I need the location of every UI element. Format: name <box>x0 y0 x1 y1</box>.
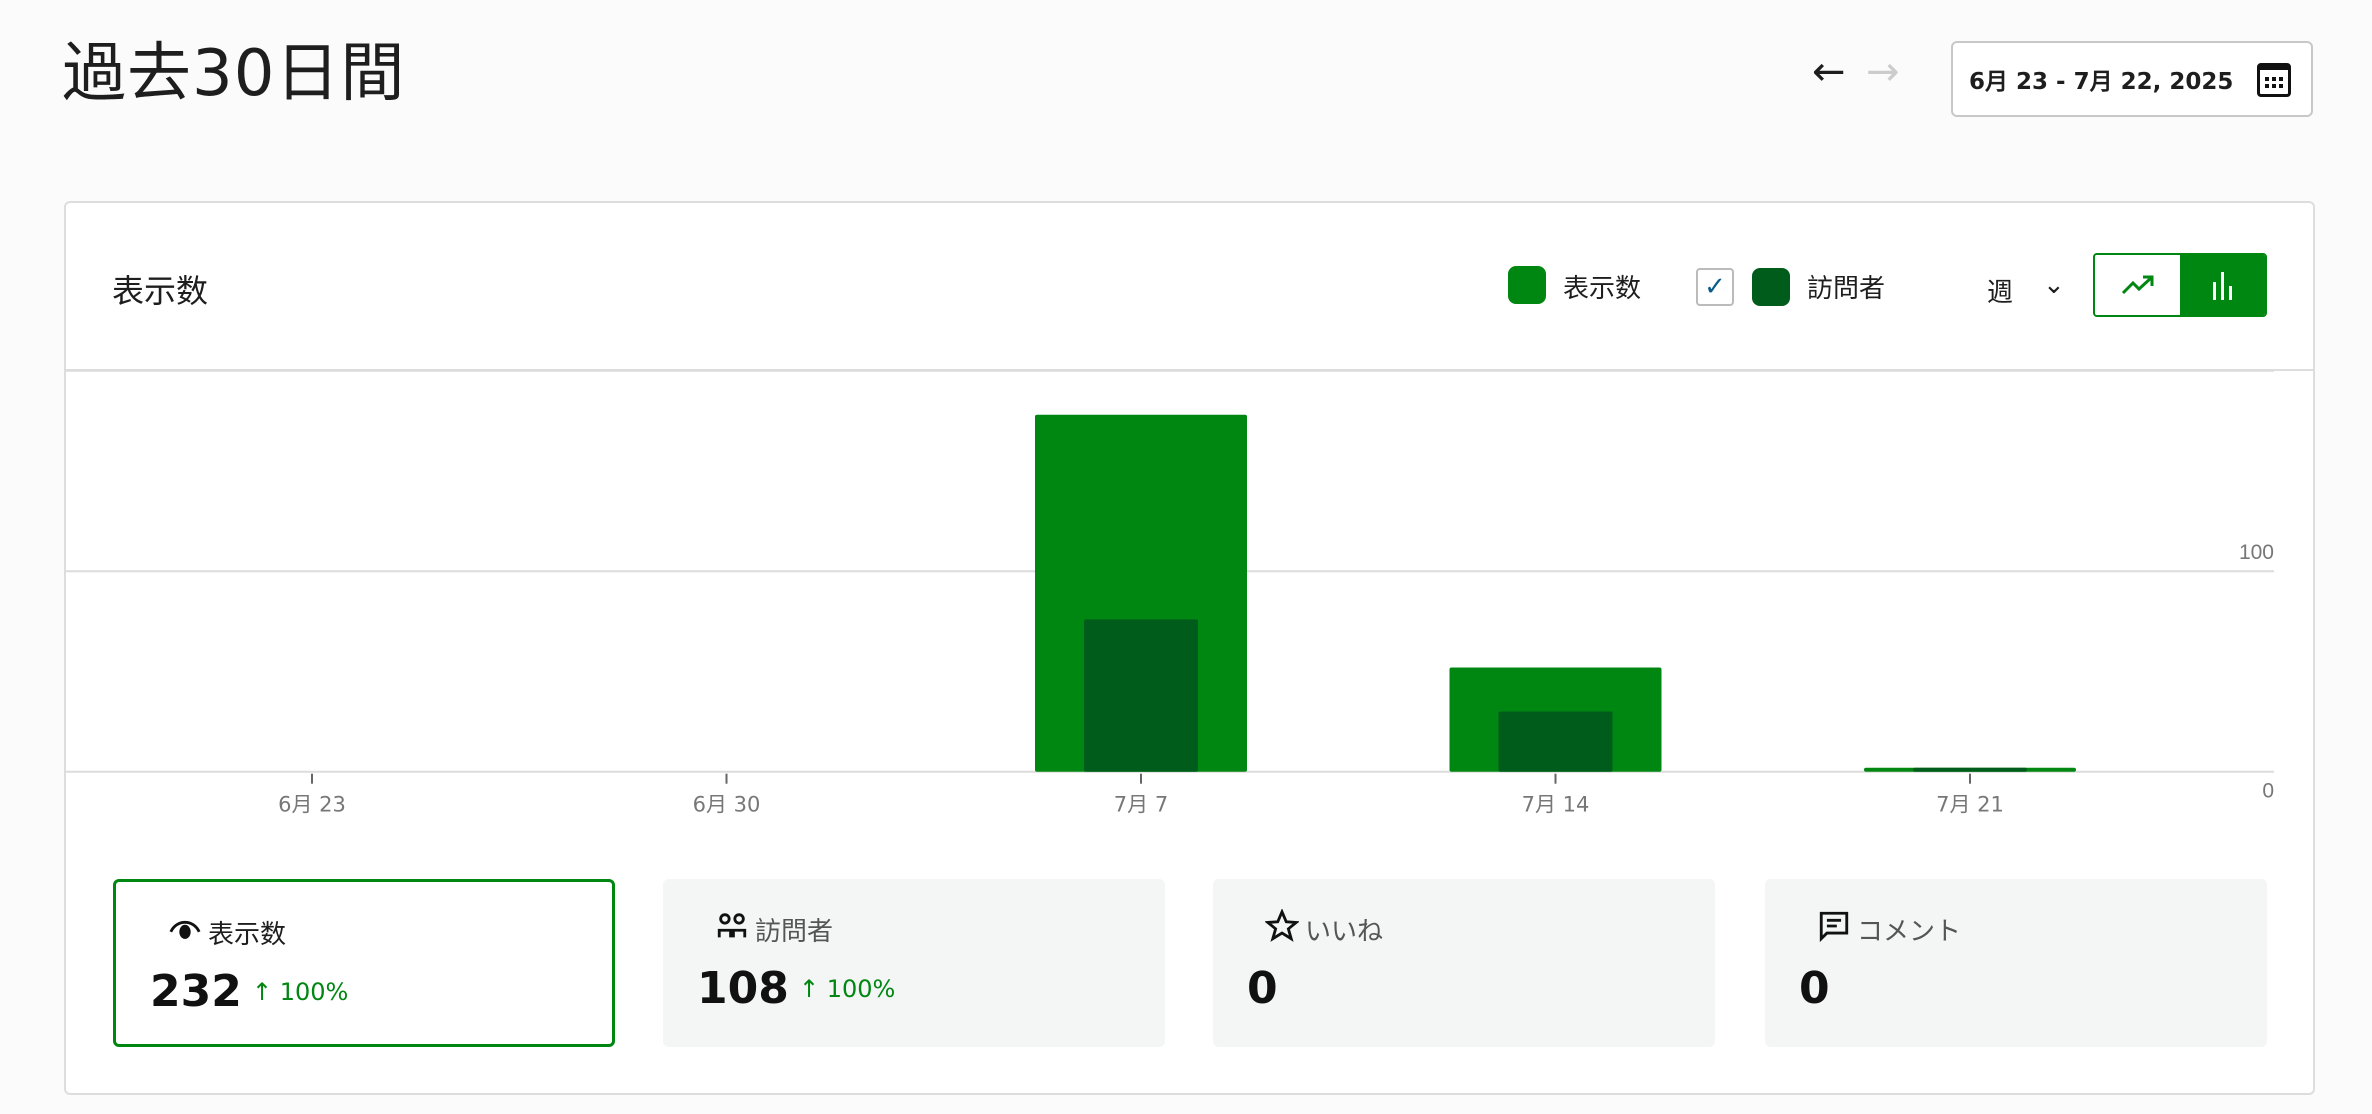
stat-comments[interactable]: コメント 0 <box>1765 879 2267 1047</box>
card-title: 表示数 <box>112 272 209 310</box>
stat-visitors[interactable]: 訪問者 108 ↑ 100% <box>663 879 1165 1047</box>
stat-views[interactable]: 表示数 232 ↑ 100% <box>113 879 615 1047</box>
legend-label-views: 表示数 <box>1563 274 1642 304</box>
y-tick-label: 0 <box>2262 780 2274 803</box>
bar-visitors <box>1498 711 1613 772</box>
arrow-left-icon[interactable]: ← <box>1812 49 1846 95</box>
arrow-right-icon: → <box>1866 49 1900 95</box>
visitors-checkbox[interactable]: ✓ <box>1696 268 1734 306</box>
calendar-icon <box>2257 63 2291 97</box>
stat-value: 108 <box>697 963 789 1014</box>
stat-change: ↑ 100% <box>252 978 349 1006</box>
x-tick-label: 6月 30 <box>693 793 761 817</box>
y-tick-label: 100 <box>2239 541 2274 564</box>
bar-visitors <box>1913 767 2027 772</box>
eye-icon <box>169 920 201 939</box>
x-tick-label: 6月 23 <box>278 793 346 817</box>
stat-label: コメント <box>1857 917 1962 947</box>
legend-label-visitors[interactable]: 訪問者 <box>1807 274 1886 304</box>
stat-value: 232 <box>150 966 242 1017</box>
date-range-button[interactable]: 6月 23 - 7月 22, 2025 <box>1951 41 2313 117</box>
x-tick-label: 7月 21 <box>1936 793 2004 817</box>
stat-label: 表示数 <box>208 920 287 950</box>
stat-label: 訪問者 <box>755 917 834 947</box>
line-chart-button[interactable] <box>2095 255 2180 315</box>
period-select[interactable]: 週 <box>1987 278 2014 308</box>
x-tick-label: 7月 14 <box>1522 793 1590 817</box>
stat-value: 0 <box>1247 963 1278 1014</box>
legend-swatch-visitors <box>1752 268 1790 306</box>
stat-label: いいね <box>1305 917 1384 947</box>
x-tick-label: 7月 7 <box>1114 793 1168 817</box>
trending-up-icon <box>2121 275 2153 295</box>
stat-likes[interactable]: いいね 0 <box>1213 879 1715 1047</box>
legend-swatch-views <box>1508 266 1546 304</box>
comment-icon <box>1819 911 1849 943</box>
chart-type-toggle[interactable] <box>2093 253 2267 317</box>
bar-chart-button[interactable] <box>2180 255 2265 315</box>
chevron-down-icon[interactable]: ⌄ <box>2043 270 2065 300</box>
people-icon <box>717 913 747 938</box>
star-icon <box>1265 909 1299 942</box>
bar-chart-icon <box>2212 272 2232 300</box>
date-range-label: 6月 23 - 7月 22, 2025 <box>1969 69 2234 95</box>
stat-value: 0 <box>1799 963 1830 1014</box>
page-title: 過去30日間 <box>62 37 406 111</box>
stat-change: ↑ 100% <box>799 975 896 1003</box>
bar-visitors <box>1084 619 1198 772</box>
